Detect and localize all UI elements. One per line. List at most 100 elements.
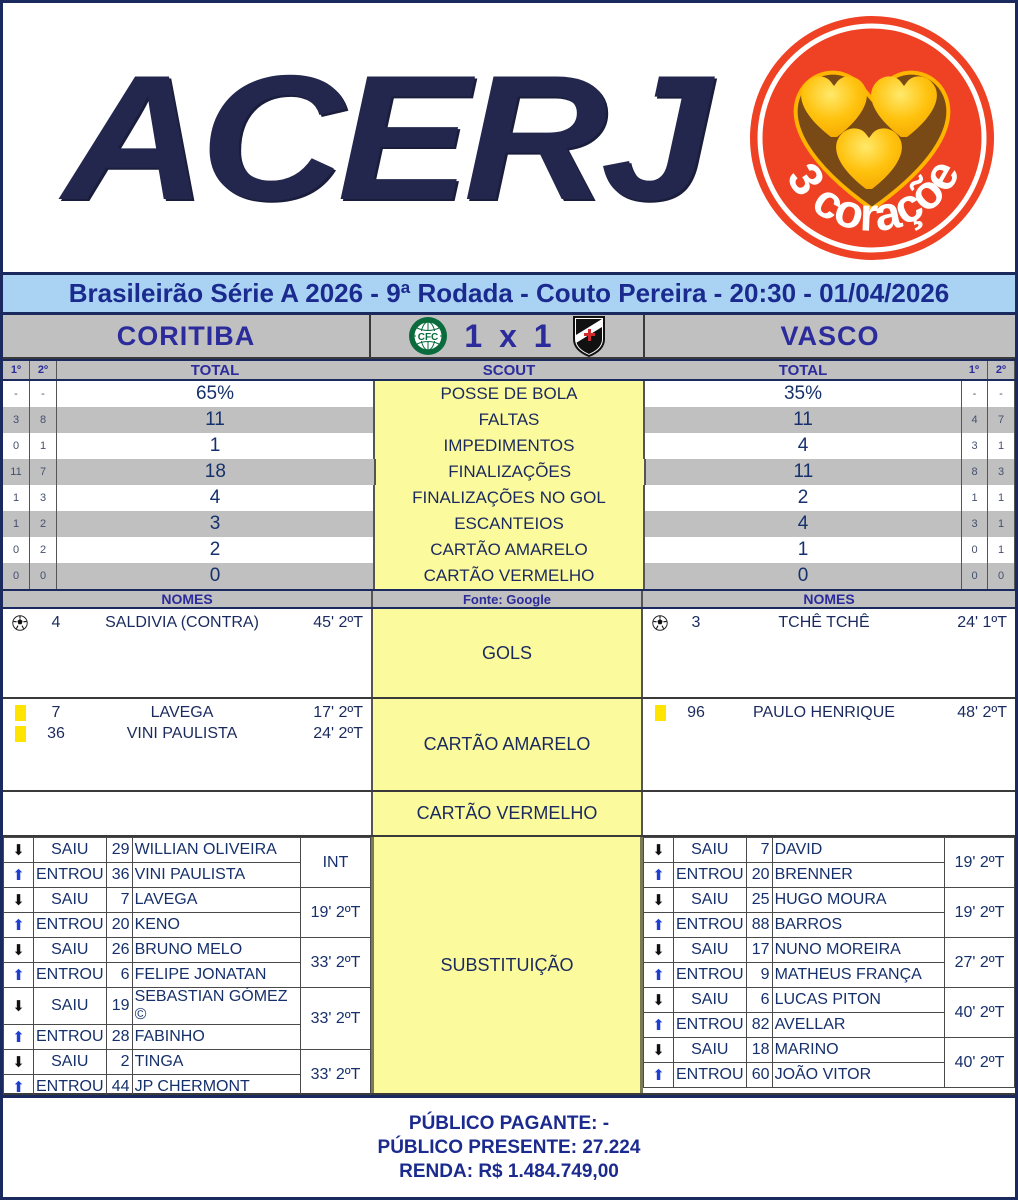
substitution-row-out: ⬇ SAIU 17 NUNO MOREIRA 27' 2ºT <box>643 937 1015 988</box>
away-half2-value: 1 <box>988 433 1015 459</box>
away-half2-header: 2º <box>988 361 1015 379</box>
red-cards-label: CARTÃO VERMELHO <box>371 792 643 835</box>
home-substitutions: ⬇ SAIU 29 WILLIAN OLIVEIRA INT ⬆ ENTROU 36 VINI … <box>3 837 371 1100</box>
arrow-up-icon: ⬆ <box>3 912 34 938</box>
sub-out-name: SEBASTIAN GÓMEZ © <box>131 987 302 1025</box>
sub-out-label: SAIU <box>33 837 107 863</box>
away-total-value: 4 <box>645 433 961 459</box>
away-total-value: 11 <box>645 459 961 485</box>
scout-center-header: SCOUT <box>482 361 536 379</box>
scout-row: 11 7 18 FINALIZAÇÕES 11 8 3 <box>3 459 1015 485</box>
away-total-value: 0 <box>645 563 961 589</box>
event-time: 17' 2ºT <box>313 703 363 721</box>
sub-in-name: BARROS <box>771 912 946 938</box>
event-player-name: LAVEGA <box>150 703 214 721</box>
scout-row: 0 2 2 CARTÃO AMARELO 1 0 1 <box>3 537 1015 563</box>
home-total-value: 2 <box>57 537 373 563</box>
scoreline-group: CFC 1 x 1 <box>371 315 643 357</box>
away-goals-list: 3 TCHÊ TCHÊ 24' 1ºT <box>643 609 1015 697</box>
sub-in-label: ENTROU <box>673 1012 747 1038</box>
away-half1-value: - <box>961 381 988 407</box>
home-team-name: CORITIBA <box>3 315 371 357</box>
names-bar: NOMES Fonte: Google NOMES <box>3 589 1015 609</box>
scout-rows-container: - -65% POSSE DE BOLA 35% - -3 8 11 FALTAS 11 4 7 0 1 1… <box>3 381 1015 589</box>
sub-out-label: SAIU <box>673 987 747 1013</box>
away-substitutions: ⬇ SAIU 7 DAVID 19' 2ºT ⬆ ENTROU 20 BRENNER ⬇ SAIU 2… <box>643 837 1015 1093</box>
home-half2-header: 2º <box>30 361 57 379</box>
sub-in-name: VINI PAULISTA <box>131 862 302 888</box>
sub-out-number: 7 <box>105 887 133 913</box>
away-total-value: 4 <box>645 511 961 537</box>
home-half2-value: - <box>30 381 57 407</box>
event-icon <box>647 614 673 631</box>
scout-stat-label: FALTAS <box>373 407 645 433</box>
home-yellow-cards-list: 7 LAVEGA 17' 2ºT 36 VINI PAULISTA 24' 2ºT <box>3 699 371 790</box>
substitutions-label: SUBSTITUIÇÃO <box>371 837 643 1093</box>
sub-time: 40' 2ºT <box>944 987 1015 1038</box>
away-half1-header: 1º <box>961 361 988 379</box>
sub-out-name: DAVID <box>771 837 946 863</box>
arrow-up-icon: ⬆ <box>3 962 34 988</box>
substitution-row-out: ⬇ SAIU 19 SEBASTIAN GÓMEZ © 33' 2ºT <box>3 987 371 1050</box>
sub-in-number: 82 <box>745 1012 773 1038</box>
sub-in-name: MATHEUS FRANÇA <box>771 962 946 988</box>
away-team-name: VASCO <box>643 315 1015 357</box>
scout-stat-label: ESCANTEIOS <box>373 511 645 537</box>
substitution-row-out: ⬇ SAIU 7 DAVID 19' 2ºT <box>643 837 1015 888</box>
away-total-value: 35% <box>645 381 961 407</box>
arrow-down-icon: ⬇ <box>3 1049 34 1075</box>
scout-row: 1 2 3 ESCANTEIOS 4 3 1 <box>3 511 1015 537</box>
sub-out-name: LAVEGA <box>131 887 302 913</box>
event-time: 48' 2ºT <box>957 703 1007 721</box>
sub-in-label: ENTROU <box>673 862 747 888</box>
sub-in-label: ENTROU <box>33 862 107 888</box>
event-icon <box>647 704 673 721</box>
ball-icon <box>12 614 28 631</box>
sub-time: 19' 2ºT <box>944 887 1015 938</box>
scout-stat-label: FINALIZAÇÕES <box>373 459 646 485</box>
home-half2-value: 7 <box>30 459 57 485</box>
substitution-row-out: ⬇ SAIU 25 HUGO MOURA 19' 2ºT <box>643 887 1015 938</box>
sub-out-name: TINGA <box>131 1049 302 1075</box>
svg-text:CFC: CFC <box>418 332 439 343</box>
event-player-number: 3 <box>691 613 701 631</box>
scout-row: 0 0 0 CARTÃO VERMELHO 0 0 0 <box>3 563 1015 589</box>
away-half1-value: 3 <box>961 511 988 537</box>
event-icon <box>7 704 33 721</box>
away-half2-value: 1 <box>988 485 1015 511</box>
substitution-row-in: ⬆ ENTROU 44 JP CHERMONT <box>3 1074 371 1100</box>
home-half1-value: 0 <box>3 433 30 459</box>
sub-time: 33' 2ºT <box>300 987 371 1050</box>
sub-out-label: SAIU <box>33 987 107 1025</box>
sub-in-number: 36 <box>105 862 133 888</box>
event-line: 36 VINI PAULISTA 24' 2ºT <box>3 723 371 744</box>
home-half2-value: 3 <box>30 485 57 511</box>
red-cards-block: CARTÃO VERMELHO <box>3 792 1015 837</box>
event-player-name: TCHÊ TCHÊ <box>778 613 870 631</box>
yellow-cards-label: CARTÃO AMARELO <box>371 699 643 790</box>
away-half2-value: 1 <box>988 511 1015 537</box>
sub-time: 19' 2ºT <box>300 887 371 938</box>
sub-out-number: 19 <box>105 987 133 1025</box>
substitution-row-in: ⬆ ENTROU 20 BRENNER <box>643 862 1015 888</box>
attendance-footer: PÚBLICO PAGANTE: - PÚBLICO PRESENTE: 27.… <box>3 1095 1015 1197</box>
substitution-row-out: ⬇ SAIU 7 LAVEGA 19' 2ºT <box>3 887 371 938</box>
away-half2-value: 3 <box>988 459 1015 485</box>
arrow-down-icon: ⬇ <box>643 987 674 1013</box>
arrow-up-icon: ⬆ <box>3 862 34 888</box>
arrow-down-icon: ⬇ <box>3 987 34 1025</box>
goals-block: 4 SALDIVIA (CONTRA) 45' 2ºT GOLS 3 TCHÊ TCH… <box>3 609 1015 699</box>
ball-icon <box>652 614 668 631</box>
scout-header-row: 1º 2º TOTAL SCOUT TOTAL 1º 2º <box>3 359 1015 381</box>
scout-stat-label: CARTÃO VERMELHO <box>373 563 645 589</box>
scout-row: 3 8 11 FALTAS 11 4 7 <box>3 407 1015 433</box>
arrow-up-icon: ⬆ <box>643 1062 674 1088</box>
sub-in-name: FABINHO <box>131 1024 302 1050</box>
event-player-name: VINI PAULISTA <box>126 724 238 742</box>
substitution-row-in: ⬆ ENTROU 9 MATHEUS FRANÇA <box>643 962 1015 988</box>
yellow-card-icon <box>14 704 26 721</box>
substitution-row-in: ⬆ ENTROU 60 JOÃO VITOR <box>643 1062 1015 1088</box>
sub-in-label: ENTROU <box>33 962 107 988</box>
sub-out-label: SAIU <box>33 1049 107 1075</box>
